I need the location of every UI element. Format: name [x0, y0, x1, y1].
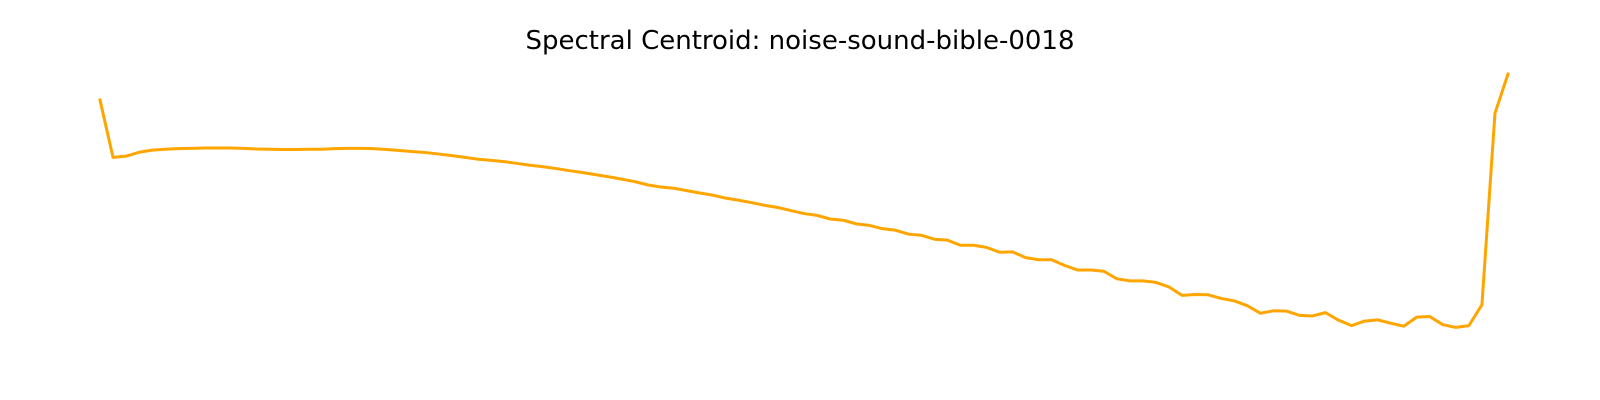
chart-title: Spectral Centroid: noise-sound-bible-001… [525, 26, 1075, 56]
series-group [98, 72, 1510, 329]
spectral-centroid-line [98, 72, 1510, 329]
